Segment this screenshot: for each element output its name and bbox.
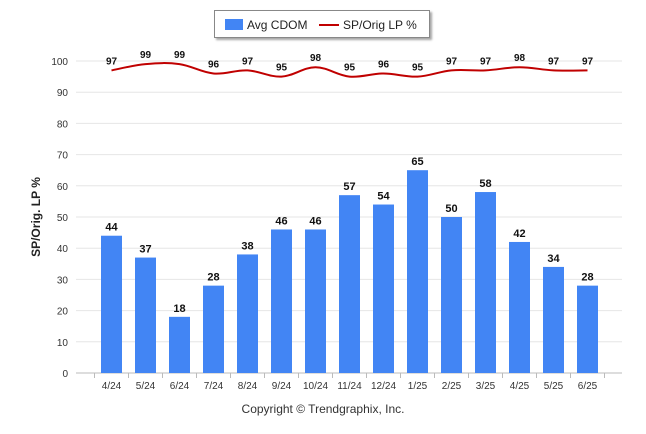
legend-item-sp-orig-lp[interactable]: SP/Orig LP %: [319, 18, 417, 32]
line-value-label: 99: [174, 50, 186, 61]
x-tick-label: 1/25: [408, 381, 428, 392]
line-value-label: 97: [548, 56, 560, 67]
y-tick-label: 90: [57, 88, 69, 99]
bar-value-label: 37: [139, 244, 151, 256]
y-tick-label: 100: [51, 57, 68, 68]
bar-value-label: 65: [411, 156, 423, 168]
bar[interactable]: [169, 316, 190, 373]
bar-value-label: 57: [343, 181, 355, 193]
bar[interactable]: [509, 241, 530, 373]
x-tick-label: 4/24: [102, 381, 122, 392]
x-tick-label: 8/24: [238, 381, 258, 392]
legend-item-avg-cdom[interactable]: Avg CDOM: [225, 18, 307, 32]
x-tick-label: 5/24: [136, 381, 156, 392]
line-value-label: 95: [412, 63, 424, 74]
line-value-label: 98: [310, 53, 322, 64]
bar-value-label: 50: [445, 203, 457, 215]
line-value-label: 95: [344, 63, 356, 74]
x-tick-label: 6/25: [578, 381, 598, 392]
y-tick-label: 30: [57, 275, 69, 286]
legend-label-avg-cdom: Avg CDOM: [247, 18, 308, 32]
y-axis: 0 10 20 30 40 50 60 70 80 90 100: [51, 57, 68, 380]
line-value-label: 97: [480, 56, 492, 67]
bar-value-label: 46: [309, 215, 321, 227]
line-value-label: 97: [446, 56, 458, 67]
x-tick-label: 3/25: [476, 381, 496, 392]
line-value-label: 96: [378, 59, 390, 70]
bar-value-label: 28: [207, 272, 219, 284]
y-tick-label: 20: [57, 307, 69, 318]
legend-label-sp-orig-lp: SP/Orig LP %: [343, 18, 417, 32]
copyright-text: Copyright © Trendgraphix, Inc.: [241, 402, 405, 416]
y-tick-label: 10: [57, 338, 69, 349]
bar[interactable]: [339, 195, 360, 373]
bar-series: [101, 170, 598, 373]
bar[interactable]: [135, 257, 156, 373]
line-value-label: 99: [140, 50, 152, 61]
x-tick-label: 7/24: [204, 381, 224, 392]
x-tick-label: 2/25: [442, 381, 462, 392]
x-axis: 4/24 5/24 6/24 7/24 8/24 9/24 10/24 11/24 12/24 1…: [94, 373, 605, 392]
x-tick-label: 12/24: [371, 381, 396, 392]
bar-value-label: 28: [581, 272, 593, 284]
bar[interactable]: [237, 254, 258, 373]
x-tick-label: 10/24: [303, 381, 328, 392]
bar-value-label: 18: [173, 303, 185, 315]
y-tick-label: 70: [57, 151, 69, 162]
y-tick-label: 40: [57, 244, 69, 255]
bar[interactable]: [305, 229, 326, 373]
bar-value-label: 54: [377, 191, 390, 203]
legend-swatch-bar: [225, 19, 243, 30]
x-tick-label: 5/25: [544, 381, 564, 392]
bar-value-label: 34: [547, 253, 560, 265]
bar[interactable]: [407, 170, 428, 373]
line-value-label: 96: [208, 59, 220, 70]
line-value-label: 95: [276, 63, 288, 74]
bar-value-label: 44: [105, 222, 118, 234]
bar-value-label: 46: [275, 215, 287, 227]
x-tick-label: 9/24: [272, 381, 292, 392]
line-value-label: 98: [514, 53, 526, 64]
bar-data-labels: 44 37 18 28 38 46 46 57 54 65 50 58 42 34 28: [105, 156, 593, 315]
legend-swatch-line: [319, 24, 339, 26]
x-tick-label: 4/25: [510, 381, 530, 392]
y-tick-label: 80: [57, 119, 69, 130]
bar-value-label: 42: [513, 228, 525, 240]
bar[interactable]: [475, 192, 496, 373]
bar[interactable]: [271, 229, 292, 373]
bar[interactable]: [373, 204, 394, 373]
bar-value-label: 38: [241, 240, 253, 252]
x-tick-label: 6/24: [170, 381, 190, 392]
bar[interactable]: [203, 285, 224, 373]
line-value-label: 97: [242, 56, 254, 67]
y-tick-label: 50: [57, 213, 69, 224]
line-data-labels: 97 99 99 96 97 95 98 95 96 95 97 97 98 97 97: [106, 50, 594, 73]
line-value-label: 97: [106, 56, 118, 67]
x-tick-label: 11/24: [337, 381, 362, 392]
bar[interactable]: [577, 285, 598, 373]
bar[interactable]: [101, 235, 122, 373]
line-series: [111, 62, 588, 78]
y-axis-title: SP/Orig. LP %: [29, 177, 43, 257]
y-tick-label: 0: [62, 369, 68, 380]
line-value-label: 97: [582, 56, 594, 67]
bar[interactable]: [441, 217, 462, 373]
legend: Avg CDOM SP/Orig LP %: [214, 10, 430, 38]
y-tick-label: 60: [57, 182, 69, 193]
bar[interactable]: [543, 266, 564, 373]
bar-value-label: 58: [479, 178, 491, 190]
